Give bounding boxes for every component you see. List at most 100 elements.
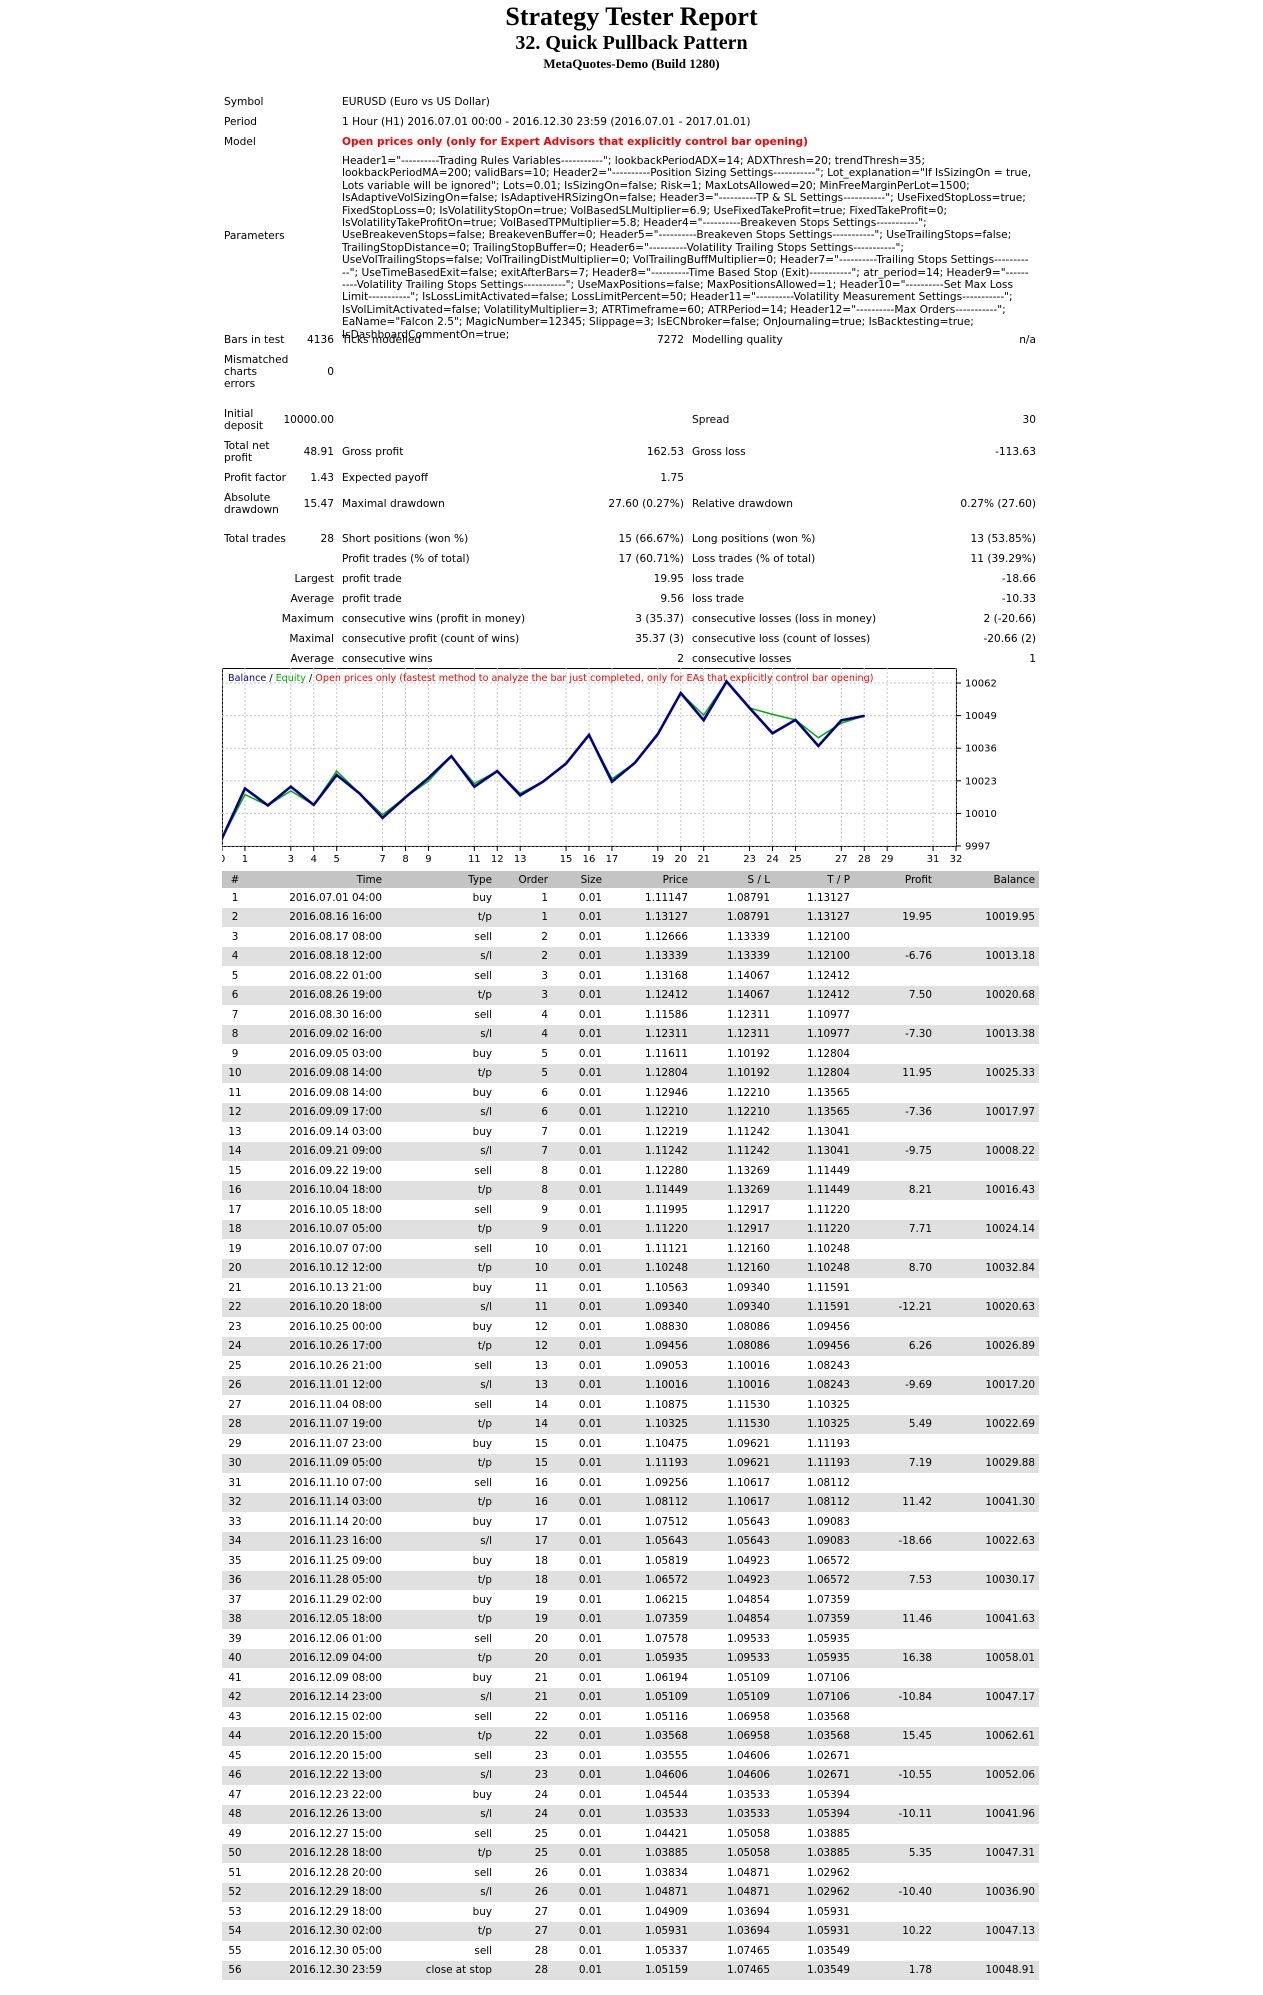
deal-cell: 1.09083: [774, 1531, 854, 1551]
deal-row: 8 2016.09.02 16:00 s/l 4 0.01 1.12311 1.12311 1…: [222, 1024, 1039, 1044]
deal-cell: 7.19: [854, 1453, 936, 1473]
deal-cell: [854, 1473, 936, 1493]
deal-cell: [936, 1200, 1039, 1220]
deal-cell: [854, 1161, 936, 1181]
balance-point: [794, 719, 797, 721]
deal-cell: 2016.11.28 05:00: [248, 1570, 386, 1590]
deal-cell: 0.01: [552, 1180, 606, 1200]
deal-cell: [936, 1083, 1039, 1103]
deal-cell: 1.03885: [606, 1843, 692, 1863]
deal-cell: 2016.11.25 09:00: [289, 1554, 382, 1567]
deal-cell: 2016.11.09 05:00: [248, 1453, 386, 1473]
deal-cell: 1.08112: [606, 1492, 692, 1512]
deal-cell: [936, 927, 1039, 947]
deal-cell: 44: [222, 1726, 248, 1746]
deal-cell: 27: [496, 1921, 552, 1941]
deal-row: 55 2016.12.30 05:00 sell 28 0.01 1.05337 1.074…: [222, 1941, 1039, 1961]
deal-cell: 1.10325: [774, 1414, 854, 1434]
deal-cell: 1.03885: [774, 1843, 854, 1863]
deal-cell: 1.04923: [727, 1554, 770, 1567]
deal-cell: [854, 966, 936, 986]
deal-cell: 1.11220: [807, 1203, 850, 1216]
deal-cell: [854, 1395, 936, 1415]
deal-cell: 38: [222, 1609, 248, 1629]
deal-cell: 1.09340: [727, 1281, 770, 1294]
deal-row: 30 2016.11.09 05:00 t/p 15 0.01 1.11193 1.0962…: [222, 1453, 1039, 1473]
deal-cell: 35: [228, 1554, 242, 1567]
x-tick-label: 27: [835, 854, 848, 864]
deal-cell: 2016.12.15 02:00: [289, 1710, 382, 1723]
x-tick-label: 8: [402, 854, 408, 864]
deal-cell: buy: [472, 1515, 492, 1528]
deal-cell: 11.42: [854, 1492, 936, 1512]
deal-cell: 10017.20: [936, 1375, 1039, 1395]
deal-cell: 21: [228, 1281, 242, 1294]
deal-row: 24 2016.10.26 17:00 t/p 12 0.01 1.09456 1.0808…: [222, 1336, 1039, 1356]
deal-cell: [854, 1278, 936, 1298]
deal-row: 53 2016.12.29 18:00 buy 27 0.01 1.04909 1.0369…: [222, 1902, 1039, 1922]
deal-cell: 10019.95: [936, 907, 1039, 927]
deals-body: 1 2016.07.01 04:00 buy 1 0.01 1.11147 1.08791 1…: [222, 888, 1039, 1980]
absolute-drawdown-label-1: Absolute: [224, 492, 271, 504]
deal-cell: buy: [472, 1671, 492, 1684]
deal-cell: 1.04923: [692, 1570, 774, 1590]
deal-cell: 1.09533: [727, 1632, 770, 1645]
symbol-value: EURUSD (Euro vs US Dollar): [342, 96, 490, 108]
deal-cell: 0.01: [552, 1531, 606, 1551]
deal-row: 36 2016.11.28 05:00 t/p 18 0.01 1.06572 1.0492…: [222, 1570, 1039, 1590]
deal-cell: 1.12804: [807, 1047, 850, 1060]
deal-cell: 2016.10.12 12:00: [248, 1258, 386, 1278]
x-tick-label: 25: [789, 854, 802, 864]
maximal-consec-loss-label: consecutive loss (count of losses): [692, 633, 871, 645]
deal-cell: 28: [222, 1414, 248, 1434]
deal-cell: 1: [231, 891, 239, 904]
deal-cell: 1.11995: [645, 1203, 688, 1216]
deal-cell: 1.09621: [727, 1437, 770, 1450]
deal-cell: sell: [474, 1632, 492, 1645]
deal-cell: 1.10875: [645, 1398, 688, 1411]
deal-cell: 10062.61: [936, 1726, 1039, 1746]
deal-cell: 1.10192: [692, 1063, 774, 1083]
max-consec-losses-value: 2 (-20.66): [983, 613, 1036, 625]
deal-cell: 0.01: [552, 1609, 606, 1629]
deal-cell: 2016.08.17 08:00: [289, 930, 382, 943]
parameters-value: Header1="----------Trading Rules Variabl…: [342, 155, 1032, 341]
deal-cell: 1.08112: [774, 1492, 854, 1512]
deal-cell: 1.09340: [692, 1297, 774, 1317]
deal-row: 17 2016.10.05 18:00 sell 9 0.01 1.11995 1.1291…: [222, 1200, 1039, 1220]
legend-balance: Balance: [228, 673, 266, 684]
deal-cell: 0.01: [578, 1515, 602, 1528]
deal-cell: 1.11193: [807, 1437, 850, 1450]
y-tick-label: 10036: [965, 744, 997, 755]
deal-cell: 1.10475: [645, 1437, 688, 1450]
deal-cell: sell: [474, 1476, 492, 1489]
deal-cell: 5.49: [854, 1414, 936, 1434]
balance-point: [863, 715, 866, 717]
deal-cell: 2016.11.23 16:00: [248, 1531, 386, 1551]
balance-point: [267, 804, 269, 807]
deal-cell: -9.69: [854, 1375, 936, 1395]
deal-cell: 0.01: [552, 1843, 606, 1863]
deal-cell: 2016.10.04 18:00: [248, 1180, 386, 1200]
deal-cell: 1.11242: [692, 1141, 774, 1161]
deal-cell: 27: [534, 1905, 548, 1918]
deal-cell: 1.11147: [645, 891, 688, 904]
deal-cell: 0.01: [578, 1320, 602, 1333]
deal-cell: 23: [228, 1320, 242, 1333]
deal-cell: 0.01: [578, 1203, 602, 1216]
deal-cell: 2016.09.08 14:00: [248, 1063, 386, 1083]
deal-cell: 2016.11.04 08:00: [289, 1398, 382, 1411]
average-consec-wins-label: consecutive wins: [342, 653, 433, 665]
deal-cell: 11: [534, 1281, 548, 1294]
deal-cell: 0.01: [578, 1281, 602, 1294]
deal-cell: 10: [222, 1063, 248, 1083]
deal-row: 49 2016.12.27 15:00 sell 25 0.01 1.04421 1.050…: [222, 1824, 1039, 1844]
deal-row: 6 2016.08.26 19:00 t/p 3 0.01 1.12412 1.14067 1…: [222, 985, 1039, 1005]
bars-label: Bars in test: [224, 334, 285, 346]
deal-cell: 18: [534, 1554, 548, 1567]
deal-cell: [854, 1902, 936, 1922]
deal-cell: 29: [228, 1437, 242, 1450]
deal-cell: 10020.68: [936, 985, 1039, 1005]
initial-deposit-label-1: Initial: [224, 408, 254, 420]
